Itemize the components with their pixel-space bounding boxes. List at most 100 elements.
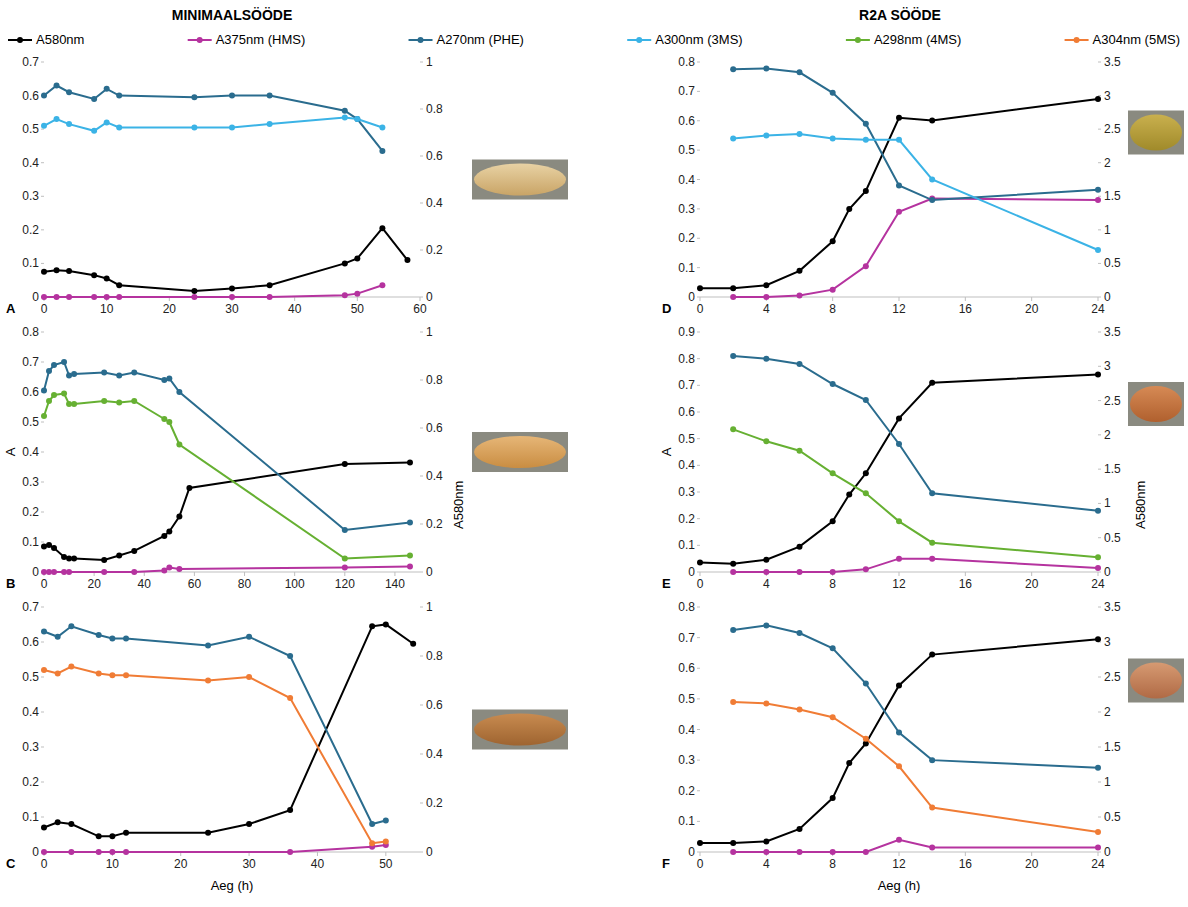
series-point <box>91 294 97 300</box>
series-point <box>109 849 115 855</box>
y2-tick-label: 0.6 <box>426 421 443 435</box>
y-tick <box>41 542 44 543</box>
series-point <box>896 137 902 143</box>
y-tick <box>697 760 700 761</box>
series-line <box>44 667 386 844</box>
series-point <box>41 825 47 831</box>
panel-letter: B <box>6 576 15 591</box>
series-line <box>700 375 1098 564</box>
series-point <box>104 294 110 300</box>
series-point <box>730 294 736 300</box>
series-point <box>61 359 67 365</box>
y-tick <box>41 332 44 333</box>
y2-tick <box>1098 229 1101 230</box>
series-point <box>730 627 736 633</box>
series-point <box>730 66 736 72</box>
y2-tick-label: 0.6 <box>426 149 443 163</box>
y2-tick <box>420 380 423 381</box>
series-point <box>287 653 293 659</box>
y-tick-label: 0.3 <box>22 189 39 203</box>
series-point <box>407 460 413 466</box>
series-point <box>55 671 61 677</box>
series-point <box>101 370 107 376</box>
series-point <box>730 285 736 291</box>
series-point <box>763 65 769 71</box>
x-tick-label: 24 <box>1091 577 1105 591</box>
photo-frame <box>472 432 568 472</box>
series-point <box>383 818 389 824</box>
series-point <box>1095 844 1101 850</box>
series-point <box>123 636 129 642</box>
x-tick-label: 20 <box>1025 857 1039 871</box>
x-tick-label: 12 <box>892 302 906 316</box>
series-point <box>863 681 869 687</box>
y2-tick <box>420 524 423 525</box>
y-tick-label: 0.3 <box>678 753 695 767</box>
plot-data <box>41 621 416 855</box>
x-tick-label: 4 <box>763 302 770 316</box>
y2-tick <box>420 156 423 157</box>
x-tick-label: 16 <box>959 302 973 316</box>
y2-tick-label: 0.2 <box>426 243 443 257</box>
panel: 0481216202400.10.20.30.40.50.60.70.800.5… <box>662 600 1184 893</box>
series-point <box>369 821 375 827</box>
photo-flask <box>1130 115 1182 151</box>
y-tick <box>41 782 44 783</box>
photo-flask <box>1130 663 1182 699</box>
y2-tick <box>420 656 423 657</box>
y-tick-label: 0.8 <box>678 55 695 69</box>
x-tick-label: 80 <box>238 577 252 591</box>
y-tick-label: 0.4 <box>678 173 695 187</box>
series-point <box>797 293 803 299</box>
y2-tick <box>1098 677 1101 678</box>
series-point <box>1095 508 1101 514</box>
y2-tick <box>1098 332 1101 333</box>
y2-tick-label: 3 <box>1104 89 1111 103</box>
y2-tick <box>1098 366 1101 367</box>
y-tick <box>697 821 700 822</box>
series-point <box>229 93 235 99</box>
y-tick-label: 0.1 <box>678 814 695 828</box>
series-point <box>66 294 72 300</box>
y2-tick-label: 1 <box>426 325 433 339</box>
series-point <box>929 117 935 123</box>
series-point <box>846 760 852 766</box>
legend-label: A298nm (4MS) <box>874 32 961 47</box>
y2-tick-label: 0.8 <box>426 649 443 663</box>
y-tick-label: 0.4 <box>678 458 695 472</box>
x-tick <box>244 572 245 576</box>
x-tick-label: 0 <box>697 302 704 316</box>
series-point <box>896 441 902 447</box>
y-tick <box>697 729 700 730</box>
y-tick <box>697 179 700 180</box>
y2-tick-label: 0 <box>1104 845 1111 859</box>
series-point <box>369 840 375 846</box>
y-tick-label: 0 <box>688 565 695 579</box>
legend-marker <box>855 37 861 43</box>
y2-tick-label: 0 <box>1104 290 1111 304</box>
y-tick-label: 0.8 <box>678 600 695 614</box>
y2-tick <box>420 297 423 298</box>
series-point <box>896 115 902 121</box>
x-tick <box>700 852 701 856</box>
series-point <box>1095 554 1101 560</box>
x-tick-label: 30 <box>242 857 256 871</box>
y2-tick <box>420 332 423 333</box>
series-point <box>730 840 736 846</box>
x-tick-label: 0 <box>697 577 704 591</box>
photo-flask <box>474 164 566 196</box>
x-tick-label: 0 <box>41 302 48 316</box>
y-tick-label: 0.2 <box>22 505 39 519</box>
series-point <box>116 93 122 99</box>
y-tick-label: 0.2 <box>678 231 695 245</box>
series-line <box>44 624 413 836</box>
x-tick <box>1031 572 1032 576</box>
x-tick-label: 4 <box>763 577 770 591</box>
y-tick <box>41 129 44 130</box>
plot-data <box>697 353 1101 575</box>
series-point <box>730 849 736 855</box>
series-point <box>830 287 836 293</box>
y2-tick-label: 0.8 <box>426 373 443 387</box>
series-point <box>763 700 769 706</box>
legend-label: A300nm (3MS) <box>655 32 742 47</box>
